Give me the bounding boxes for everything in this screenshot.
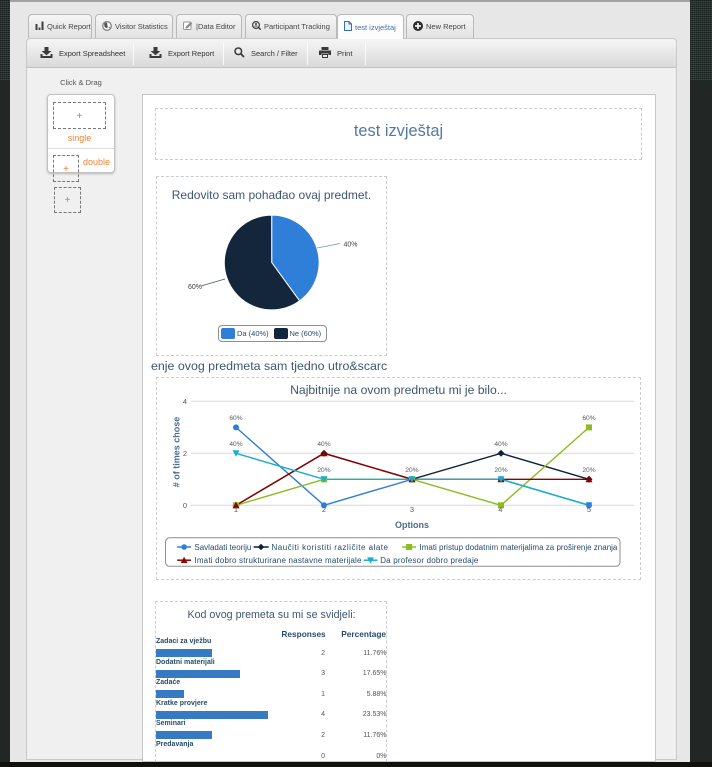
svg-text:5: 5 [587, 505, 591, 514]
svg-text:60%: 60% [582, 415, 595, 422]
svg-text:Imati dobro strukturirane nast: Imati dobro strukturirane nastavne mater… [194, 556, 362, 565]
svg-text:40%: 40% [344, 242, 358, 249]
svg-text:20%: 20% [494, 467, 507, 474]
svg-text:60%: 60% [229, 415, 242, 422]
svg-text:20%: 20% [317, 467, 330, 474]
svg-text:Options: Options [395, 520, 429, 530]
svg-text:40%: 40% [229, 441, 242, 448]
svg-text:4: 4 [183, 397, 187, 406]
svg-text:Savladati teoriju: Savladati teoriju [194, 543, 251, 552]
svg-text:2: 2 [183, 449, 187, 458]
svg-text:40%: 40% [317, 441, 330, 448]
svg-text:# of times chose: # of times chose [172, 417, 182, 488]
svg-text:Naučiti koristiti različite al: Naučiti koristiti različite alate [272, 543, 389, 552]
svg-text:Da profesor dobro predaje: Da profesor dobro predaje [380, 556, 479, 565]
svg-text:20%: 20% [405, 467, 418, 474]
svg-text:3: 3 [410, 505, 414, 514]
svg-text:60%: 60% [188, 284, 202, 291]
svg-text:1: 1 [234, 505, 238, 514]
svg-text:40%: 40% [494, 441, 507, 448]
svg-text:0: 0 [183, 501, 187, 510]
svg-text:20%: 20% [582, 467, 595, 474]
svg-text:Imati pristup dodatnim materij: Imati pristup dodatnim materijalima za p… [420, 543, 618, 552]
svg-text:2: 2 [322, 505, 326, 514]
svg-text:4: 4 [498, 505, 502, 514]
